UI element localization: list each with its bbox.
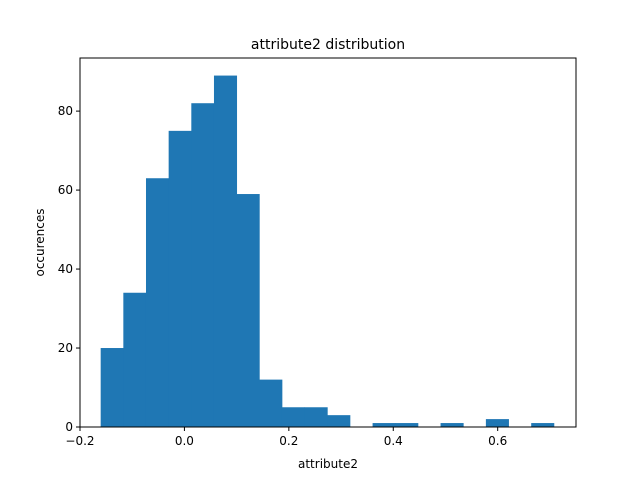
histogram-bar bbox=[281, 407, 306, 427]
x-tick-label: 0.4 bbox=[384, 434, 403, 448]
histogram-bar bbox=[485, 419, 509, 427]
histogram-bar bbox=[213, 75, 238, 428]
y-tick-label: 40 bbox=[58, 262, 73, 276]
histogram-bar bbox=[531, 423, 555, 427]
histogram-bar bbox=[168, 130, 192, 427]
histogram-bar bbox=[304, 407, 328, 427]
plot-frame bbox=[79, 57, 577, 428]
x-tick-label: −0.2 bbox=[65, 434, 94, 448]
histogram-bar bbox=[191, 103, 215, 427]
histogram-bar bbox=[440, 423, 464, 427]
x-tick-label: 0.2 bbox=[279, 434, 298, 448]
histogram-bar bbox=[100, 348, 124, 427]
y-tick-label: 0 bbox=[65, 420, 73, 434]
y-axis-label: occurences bbox=[33, 208, 47, 276]
y-axis-ticks: 0 20 40 60 80 bbox=[58, 104, 80, 434]
histogram-bar bbox=[327, 415, 351, 427]
histogram-bar bbox=[145, 178, 170, 427]
y-tick-label: 60 bbox=[58, 183, 73, 197]
y-tick-label: 80 bbox=[58, 104, 73, 118]
x-tick-label: 0.0 bbox=[175, 434, 194, 448]
histogram-bar bbox=[395, 423, 419, 427]
x-tick-label: 0.6 bbox=[488, 434, 507, 448]
chart-title: attribute2 distribution bbox=[251, 37, 405, 53]
histogram-bar bbox=[259, 379, 283, 427]
histogram-bar bbox=[123, 292, 147, 427]
x-axis-ticks: −0.2 0.0 0.2 0.4 0.6 bbox=[65, 427, 507, 448]
bars-group bbox=[100, 75, 555, 428]
histogram-bar bbox=[236, 194, 260, 427]
histogram-bar bbox=[372, 423, 396, 427]
y-tick-label: 20 bbox=[58, 341, 73, 355]
x-axis-label: attribute2 bbox=[298, 457, 358, 471]
